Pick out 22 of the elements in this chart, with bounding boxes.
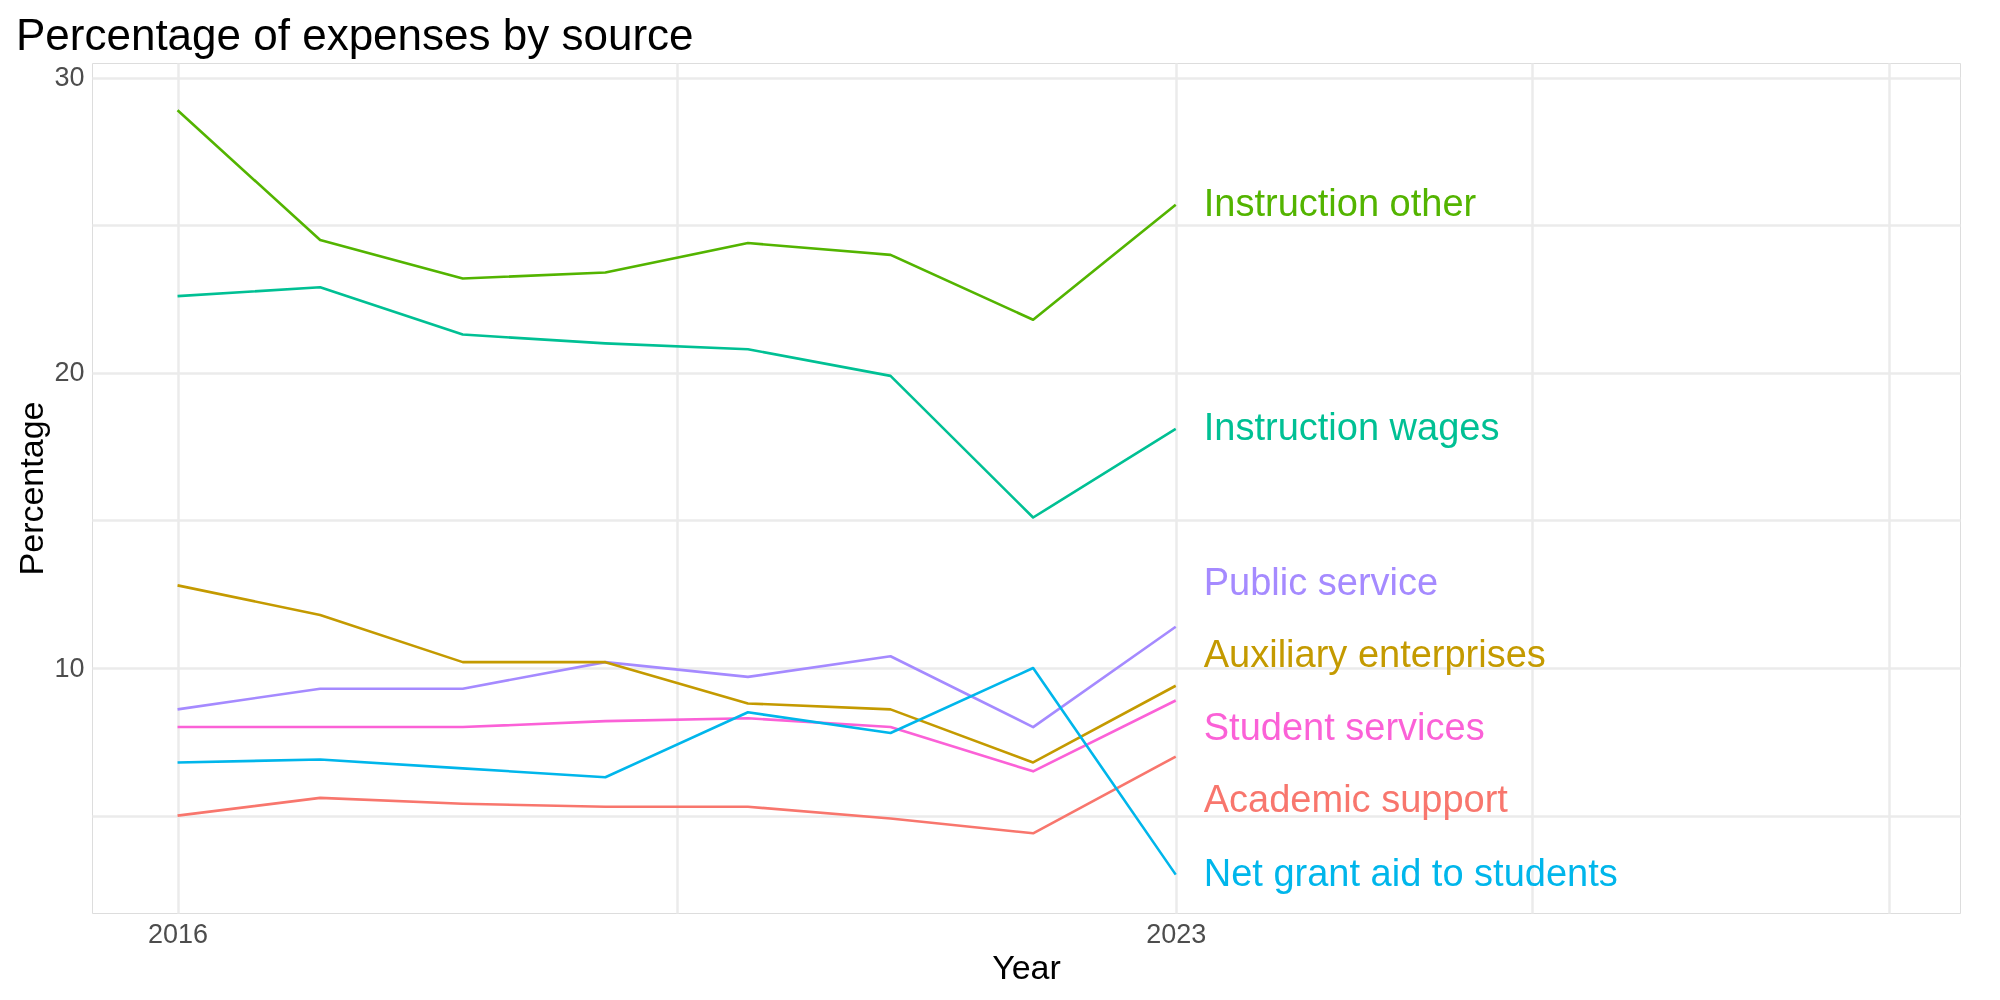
x-tick-label: 2023 [1146, 918, 1207, 949]
series-label: Public service [1203, 561, 1439, 604]
y-tick-label: 30 [54, 62, 85, 93]
series-label: Student services [1203, 705, 1485, 748]
series-label: Academic support [1203, 777, 1509, 820]
line-series [176, 666, 1178, 876]
chart-title: Percentage of expenses by source [15, 10, 694, 59]
line-series [176, 286, 1178, 519]
line-series [176, 625, 1178, 729]
line-series [176, 584, 1178, 764]
series-label: Instruction other [1203, 181, 1477, 224]
y-tick-label: 20 [54, 357, 85, 388]
y-tick-label: 10 [54, 652, 85, 683]
series-label: Net grant aid to students [1203, 851, 1618, 894]
line-series [176, 755, 1178, 835]
line-series [176, 699, 1178, 773]
y-axis-title: Percentage [12, 401, 51, 576]
x-axis-title: Year [992, 947, 1061, 986]
series-label: Instruction wages [1203, 405, 1500, 448]
series-label: Auxiliary enterprises [1203, 633, 1546, 676]
x-tick-label: 2016 [148, 918, 209, 949]
line-series [176, 108, 1178, 322]
